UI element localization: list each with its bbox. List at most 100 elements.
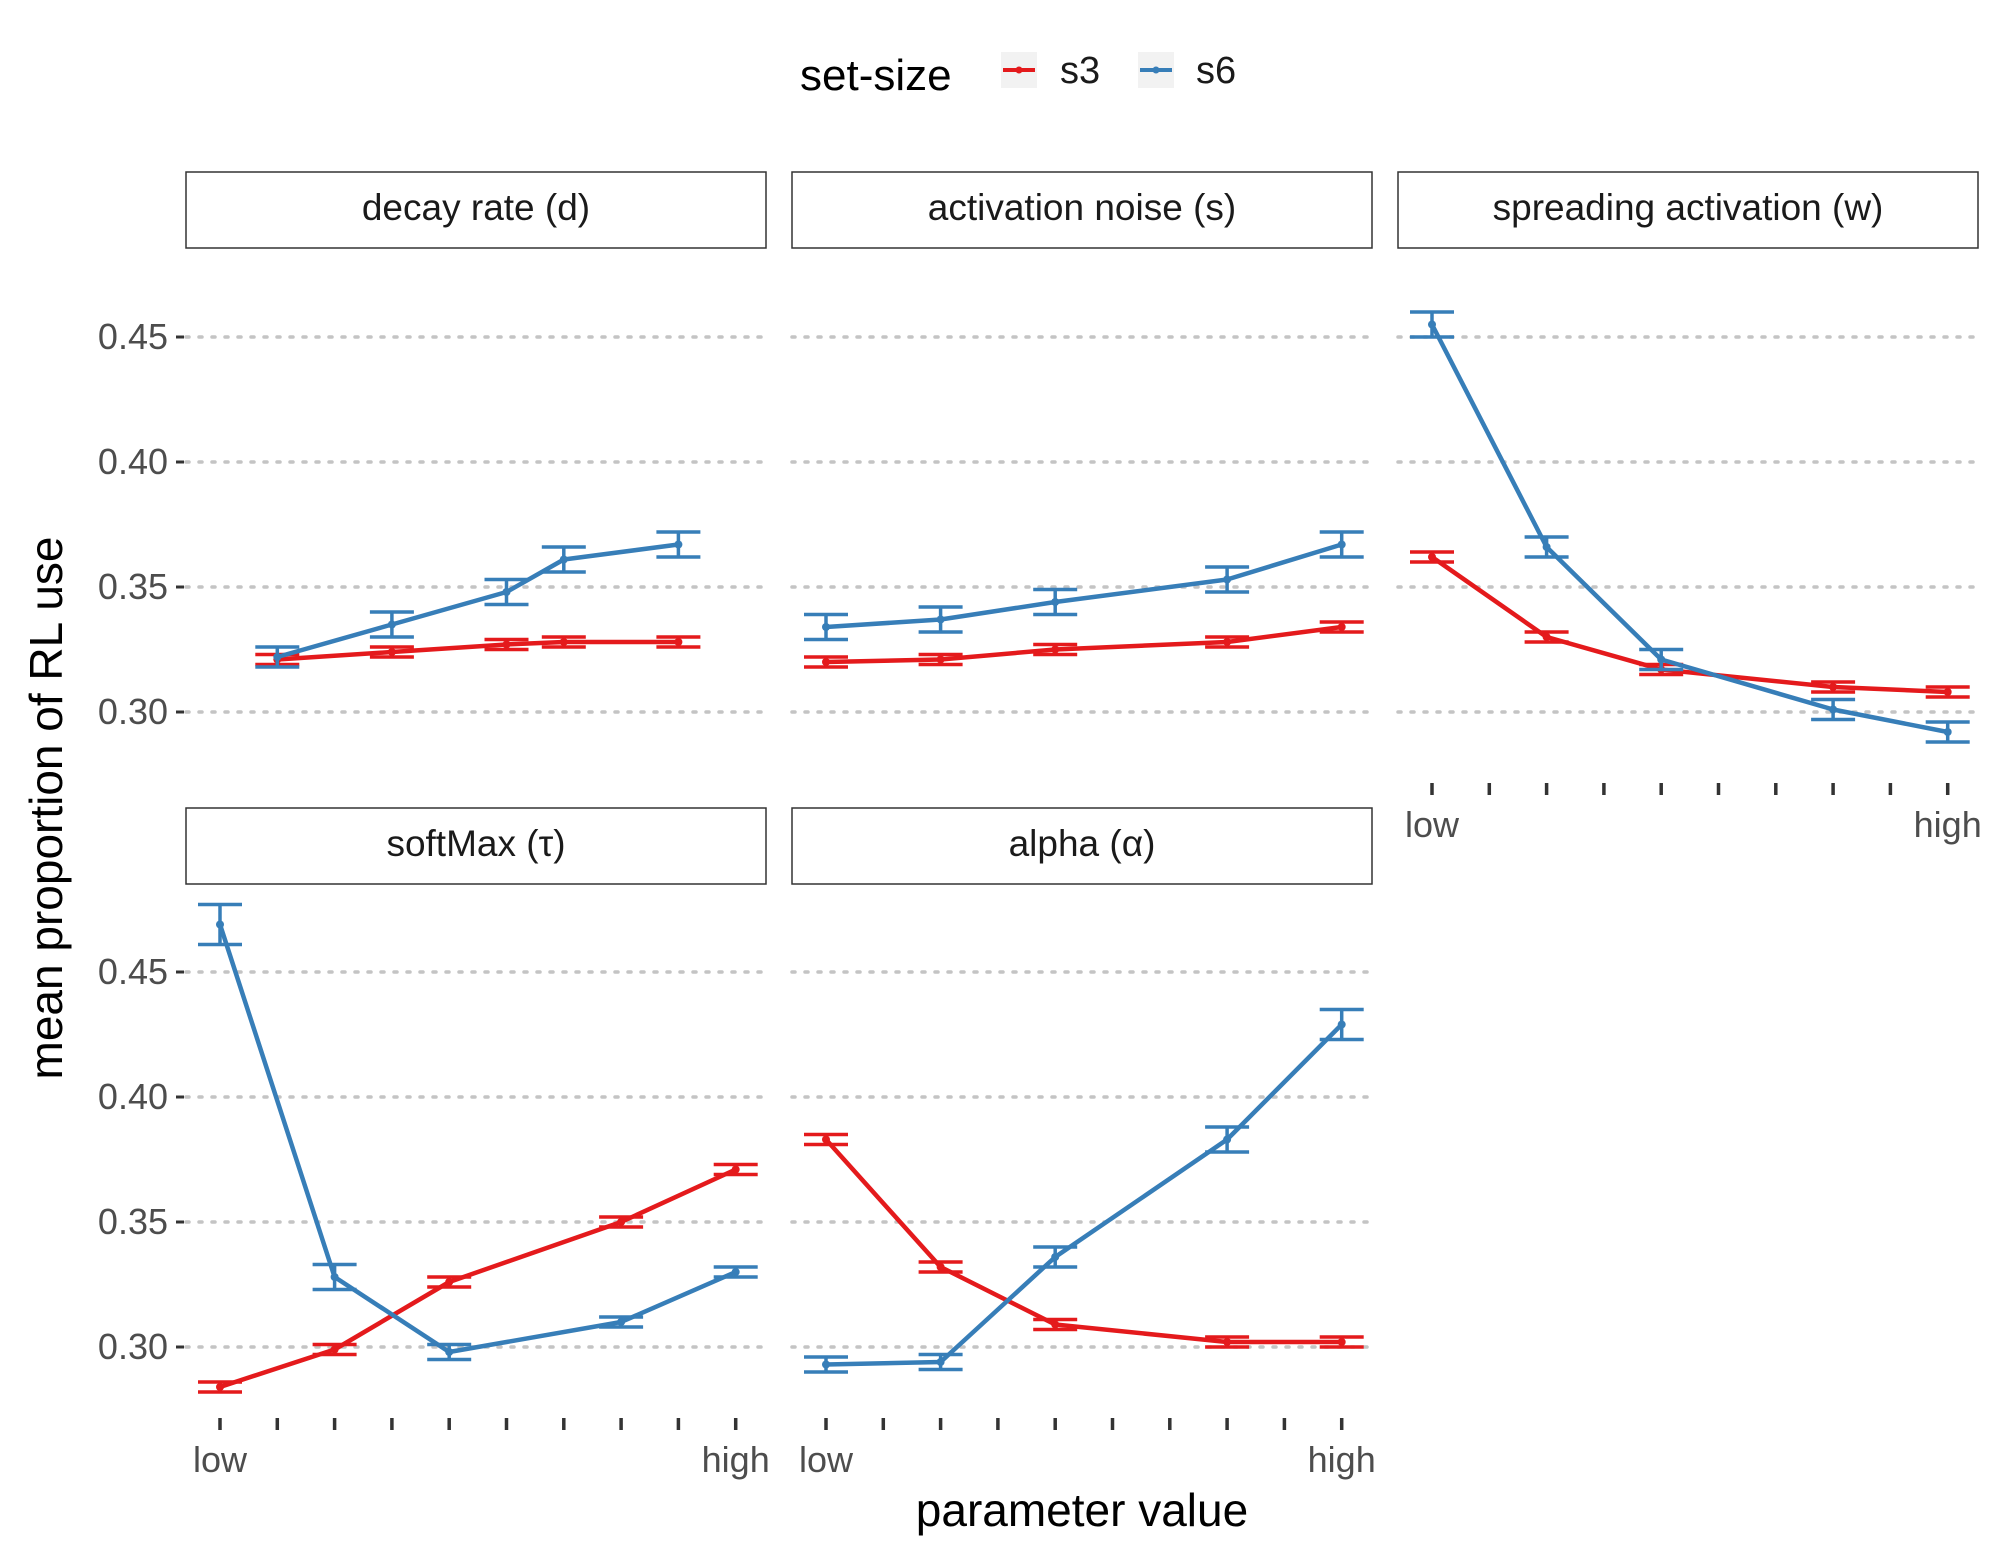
series-line-s3 bbox=[219, 1167, 737, 1390]
data-point bbox=[936, 1263, 945, 1271]
data-point bbox=[936, 655, 945, 664]
series-s6 bbox=[804, 1007, 1364, 1374]
data-point bbox=[1051, 645, 1060, 654]
data-point bbox=[559, 555, 568, 564]
data-point bbox=[731, 1165, 740, 1174]
series-s6 bbox=[255, 530, 701, 669]
data-point bbox=[1223, 1135, 1232, 1144]
data-point bbox=[1051, 1253, 1060, 1261]
y-tick-label: 0.35 bbox=[98, 566, 168, 607]
data-point bbox=[822, 658, 830, 666]
data-point bbox=[674, 540, 683, 549]
data-point bbox=[502, 640, 511, 649]
data-point bbox=[1223, 638, 1232, 646]
data-point bbox=[617, 1318, 626, 1326]
data-point bbox=[559, 638, 568, 646]
x-tick-label-high: high bbox=[702, 1439, 770, 1480]
data-point bbox=[1657, 655, 1666, 664]
data-point bbox=[387, 620, 396, 629]
data-point bbox=[1542, 543, 1551, 551]
facet-title-decay-rate: decay rate (d) bbox=[362, 187, 590, 228]
data-point bbox=[1051, 1320, 1060, 1329]
data-point bbox=[330, 1273, 339, 1281]
data-series bbox=[198, 310, 1970, 1394]
series-line-s3 bbox=[1430, 555, 1948, 695]
data-point bbox=[617, 1218, 626, 1226]
legend: set-size s3 s6 bbox=[800, 50, 1236, 100]
data-point bbox=[1428, 320, 1436, 329]
series-s3 bbox=[1410, 550, 1970, 699]
data-point bbox=[1829, 683, 1838, 691]
x-tick-label-low: low bbox=[193, 1439, 248, 1480]
data-point bbox=[445, 1348, 454, 1356]
series-line-s3 bbox=[824, 1137, 1342, 1345]
legend-key-s3-point bbox=[1015, 66, 1023, 74]
y-tick-label: 0.30 bbox=[98, 691, 168, 732]
series-s6 bbox=[1410, 310, 1970, 744]
data-point bbox=[273, 653, 282, 661]
series-s3 bbox=[198, 1162, 758, 1394]
data-point bbox=[731, 1268, 740, 1276]
y-tick-label: 0.45 bbox=[98, 951, 168, 992]
x-tick-label-high: high bbox=[1308, 1439, 1376, 1480]
data-point bbox=[1943, 688, 1952, 696]
data-point bbox=[822, 623, 830, 631]
x-tick-label-low: low bbox=[799, 1439, 854, 1480]
data-point bbox=[936, 1358, 945, 1366]
data-point bbox=[1829, 705, 1838, 714]
data-point bbox=[936, 615, 945, 624]
data-point bbox=[674, 638, 683, 646]
legend-label-s3: s3 bbox=[1060, 50, 1100, 92]
y-tick-label: 0.40 bbox=[98, 1076, 168, 1117]
data-point bbox=[216, 920, 224, 929]
facet-strip-box bbox=[185, 807, 767, 885]
facet-title-activation-noise: activation noise (s) bbox=[928, 187, 1236, 228]
y-tick-label: 0.45 bbox=[98, 316, 168, 357]
series-s6 bbox=[804, 530, 1364, 642]
series-line-s6 bbox=[217, 923, 737, 1355]
series-line-s6 bbox=[825, 542, 1343, 630]
data-point bbox=[1051, 598, 1060, 606]
y-tick-label: 0.30 bbox=[98, 1326, 168, 1367]
data-point bbox=[330, 1345, 339, 1354]
legend-title: set-size bbox=[800, 51, 952, 100]
series-line-s6 bbox=[825, 1022, 1344, 1367]
y-tick-label: 0.40 bbox=[98, 441, 168, 482]
data-point bbox=[1428, 553, 1436, 561]
facet-title-alpha: alpha (α) bbox=[1009, 823, 1156, 864]
data-point bbox=[1223, 1338, 1232, 1346]
data-point bbox=[1943, 728, 1952, 736]
series-line-s3 bbox=[825, 624, 1342, 665]
series-s3 bbox=[804, 620, 1364, 669]
data-point bbox=[1223, 575, 1232, 584]
facet-strip-0: decay rate (d) bbox=[185, 171, 767, 249]
x-tick-label-high: high bbox=[1914, 804, 1982, 845]
facet-title-spreading-activation: spreading activation (w) bbox=[1493, 187, 1884, 228]
data-point bbox=[445, 1278, 454, 1286]
facet-strip-4: alpha (α) bbox=[791, 807, 1373, 885]
data-point bbox=[502, 588, 511, 596]
data-point bbox=[1337, 1338, 1346, 1346]
data-point bbox=[1542, 633, 1551, 641]
y-tick-label: 0.35 bbox=[98, 1201, 168, 1242]
legend-label-s6: s6 bbox=[1196, 50, 1236, 92]
data-point bbox=[387, 648, 396, 656]
facet-title-softmax: softMax (τ) bbox=[386, 823, 565, 864]
x-tick-label-low: low bbox=[1405, 804, 1460, 845]
data-point bbox=[822, 1360, 830, 1369]
series-s3 bbox=[804, 1132, 1364, 1349]
data-point bbox=[822, 1135, 830, 1144]
series-line-s3 bbox=[277, 639, 679, 662]
facet-strip-box bbox=[791, 171, 1373, 249]
data-point bbox=[1337, 540, 1346, 549]
data-point bbox=[1337, 1020, 1346, 1029]
facet-strip-1: activation noise (s) bbox=[791, 171, 1373, 249]
y-axis-title: mean proportion of RL use bbox=[20, 537, 72, 1080]
legend-key-s6-point bbox=[1152, 66, 1160, 74]
x-axis-title: parameter value bbox=[916, 1484, 1248, 1536]
facet-strip-box bbox=[185, 171, 767, 249]
facet-strip-box bbox=[1397, 171, 1979, 249]
series-s6 bbox=[198, 902, 758, 1362]
